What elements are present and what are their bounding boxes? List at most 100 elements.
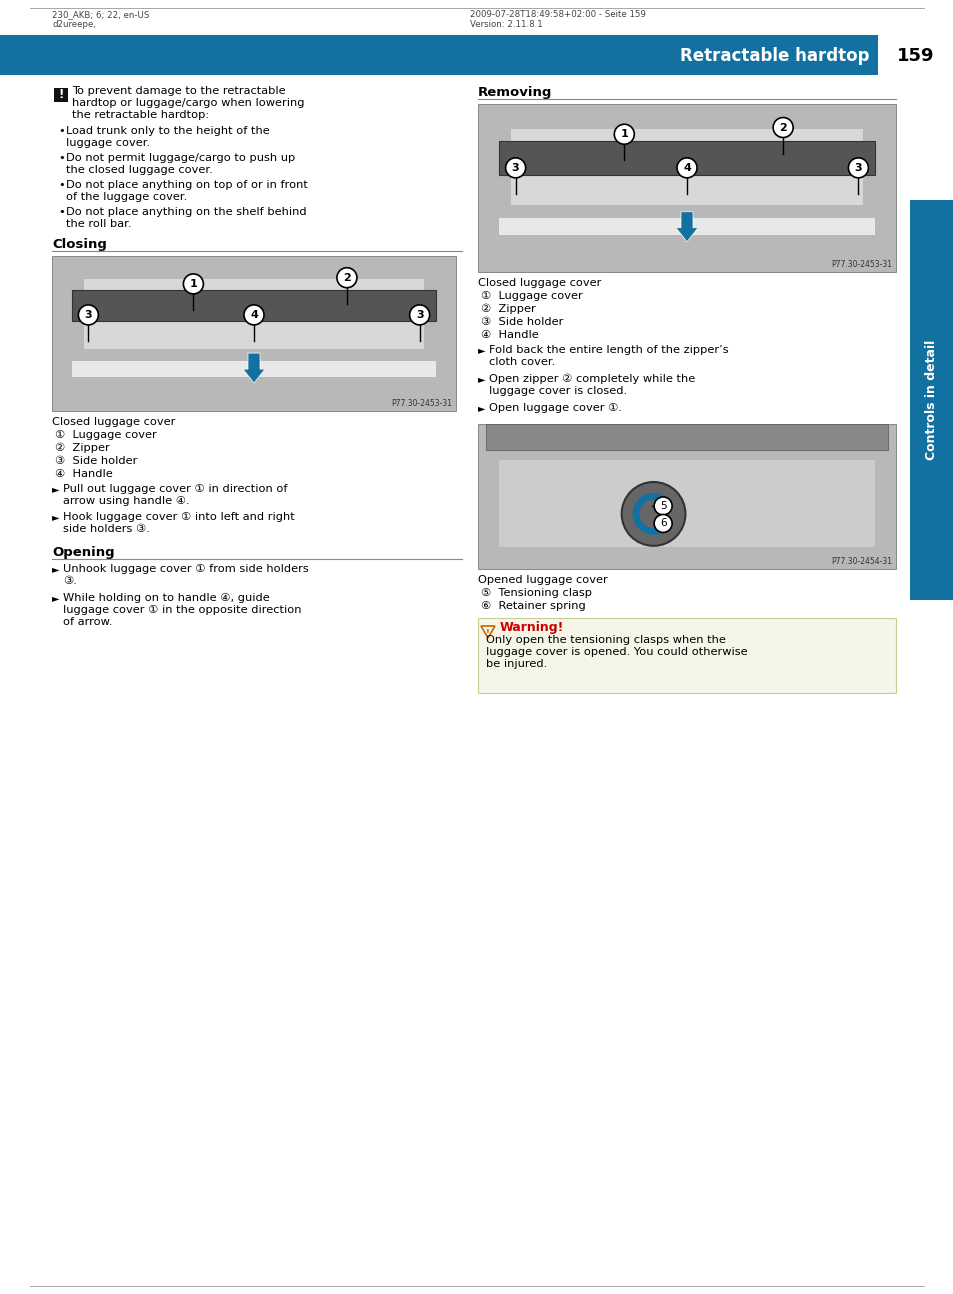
Text: 1: 1 <box>190 280 197 289</box>
Text: ①  Luggage cover: ① Luggage cover <box>55 430 156 440</box>
Text: Closing: Closing <box>52 238 107 251</box>
Circle shape <box>847 158 867 177</box>
Text: Open luggage cover ①.: Open luggage cover ①. <box>489 402 621 413</box>
Polygon shape <box>243 353 265 383</box>
Text: Unhook luggage cover ① from side holders: Unhook luggage cover ① from side holders <box>63 564 309 575</box>
Text: hardtop or luggage/cargo when lowering: hardtop or luggage/cargo when lowering <box>71 98 304 107</box>
Text: be injured.: be injured. <box>485 659 547 669</box>
Text: •: • <box>58 153 65 163</box>
Text: ④  Handle: ④ Handle <box>55 468 112 479</box>
Circle shape <box>654 497 672 515</box>
Text: Only open the tensioning clasps when the: Only open the tensioning clasps when the <box>485 635 725 644</box>
Text: Fold back the entire length of the zipper’s: Fold back the entire length of the zippe… <box>489 345 728 355</box>
Text: ④  Handle: ④ Handle <box>480 330 538 340</box>
Text: 159: 159 <box>897 47 934 65</box>
Text: 3: 3 <box>85 309 92 320</box>
Circle shape <box>244 305 264 325</box>
Text: 2: 2 <box>343 273 351 282</box>
FancyBboxPatch shape <box>877 35 953 75</box>
Text: ►: ► <box>52 484 59 494</box>
Text: ⑤  Tensioning clasp: ⑤ Tensioning clasp <box>480 587 592 598</box>
Text: ►: ► <box>52 593 59 603</box>
Circle shape <box>677 158 697 177</box>
Circle shape <box>614 124 634 144</box>
Polygon shape <box>676 212 698 242</box>
Text: luggage cover ① in the opposite direction: luggage cover ① in the opposite directio… <box>63 606 301 615</box>
Text: ③.: ③. <box>63 576 77 586</box>
Text: of the luggage cover.: of the luggage cover. <box>66 192 187 202</box>
Circle shape <box>505 158 525 177</box>
Text: ③  Side holder: ③ Side holder <box>480 317 563 327</box>
Text: Do not place anything on the shelf behind: Do not place anything on the shelf behin… <box>66 207 306 217</box>
Text: ►: ► <box>477 345 485 355</box>
Text: P77.30-2454-31: P77.30-2454-31 <box>830 556 891 565</box>
Text: ②  Zipper: ② Zipper <box>55 443 110 453</box>
Text: 4: 4 <box>682 163 690 173</box>
FancyBboxPatch shape <box>72 290 436 321</box>
FancyBboxPatch shape <box>498 461 874 547</box>
Text: Opening: Opening <box>52 546 114 559</box>
Text: P77.30-2453-31: P77.30-2453-31 <box>391 399 452 408</box>
FancyBboxPatch shape <box>486 424 886 450</box>
FancyBboxPatch shape <box>54 88 68 102</box>
Text: ►: ► <box>477 402 485 413</box>
Text: To prevent damage to the retractable: To prevent damage to the retractable <box>71 85 285 96</box>
Text: !: ! <box>58 88 64 101</box>
Circle shape <box>336 268 356 287</box>
Text: !: ! <box>485 629 490 638</box>
Text: 5: 5 <box>659 501 666 511</box>
Text: Opened luggage cover: Opened luggage cover <box>477 575 607 585</box>
Text: luggage cover.: luggage cover. <box>66 138 150 148</box>
FancyBboxPatch shape <box>511 129 862 204</box>
Text: Closed luggage cover: Closed luggage cover <box>477 278 600 289</box>
Text: •: • <box>58 180 65 190</box>
Text: of arrow.: of arrow. <box>63 617 112 628</box>
Text: luggage cover is closed.: luggage cover is closed. <box>489 386 626 396</box>
Text: ⑥  Retainer spring: ⑥ Retainer spring <box>480 600 585 611</box>
FancyBboxPatch shape <box>477 104 895 272</box>
Text: Controls in detail: Controls in detail <box>924 340 938 461</box>
FancyBboxPatch shape <box>0 35 877 75</box>
Text: ►: ► <box>477 374 485 384</box>
Text: 4: 4 <box>250 309 257 320</box>
FancyBboxPatch shape <box>498 141 874 175</box>
Text: Do not place anything on top of or in front: Do not place anything on top of or in fr… <box>66 180 308 190</box>
Text: the closed luggage cover.: the closed luggage cover. <box>66 166 213 175</box>
Circle shape <box>78 305 98 325</box>
Circle shape <box>621 481 685 546</box>
Text: •: • <box>58 126 65 136</box>
Text: Closed luggage cover: Closed luggage cover <box>52 417 175 427</box>
Text: 3: 3 <box>511 163 518 173</box>
Text: d2ureepe,: d2ureepe, <box>52 19 96 28</box>
Text: Version: 2.11.8.1: Version: 2.11.8.1 <box>470 19 542 28</box>
Text: 2: 2 <box>779 123 786 132</box>
Text: ③  Side holder: ③ Side holder <box>55 455 137 466</box>
Text: cloth cover.: cloth cover. <box>489 357 555 367</box>
Circle shape <box>772 118 792 137</box>
Text: 6: 6 <box>659 519 666 528</box>
FancyBboxPatch shape <box>84 280 423 349</box>
Text: Retractable hardtop: Retractable hardtop <box>679 47 869 65</box>
FancyBboxPatch shape <box>498 219 874 236</box>
Text: the retractable hardtop:: the retractable hardtop: <box>71 110 209 120</box>
Circle shape <box>183 274 203 294</box>
Text: side holders ③.: side holders ③. <box>63 524 150 534</box>
Circle shape <box>654 515 672 532</box>
Text: 1: 1 <box>619 129 627 140</box>
Circle shape <box>409 305 429 325</box>
Text: the roll bar.: the roll bar. <box>66 219 132 229</box>
Text: Load trunk only to the height of the: Load trunk only to the height of the <box>66 126 270 136</box>
FancyBboxPatch shape <box>72 361 436 377</box>
Text: luggage cover is opened. You could otherwise: luggage cover is opened. You could other… <box>485 647 747 657</box>
Text: arrow using handle ④.: arrow using handle ④. <box>63 496 190 506</box>
Text: While holding on to handle ④, guide: While holding on to handle ④, guide <box>63 593 270 603</box>
Text: ►: ► <box>52 512 59 521</box>
Text: Warning!: Warning! <box>499 621 564 634</box>
Text: Open zipper ② completely while the: Open zipper ② completely while the <box>489 374 695 384</box>
Text: ②  Zipper: ② Zipper <box>480 304 536 314</box>
Text: P77.30-2453-31: P77.30-2453-31 <box>830 260 891 269</box>
Text: ①  Luggage cover: ① Luggage cover <box>480 291 582 302</box>
Text: 2009-07-28T18:49:58+02:00 - Seite 159: 2009-07-28T18:49:58+02:00 - Seite 159 <box>470 10 645 19</box>
Text: Pull out luggage cover ① in direction of: Pull out luggage cover ① in direction of <box>63 484 287 494</box>
Text: •: • <box>58 207 65 217</box>
